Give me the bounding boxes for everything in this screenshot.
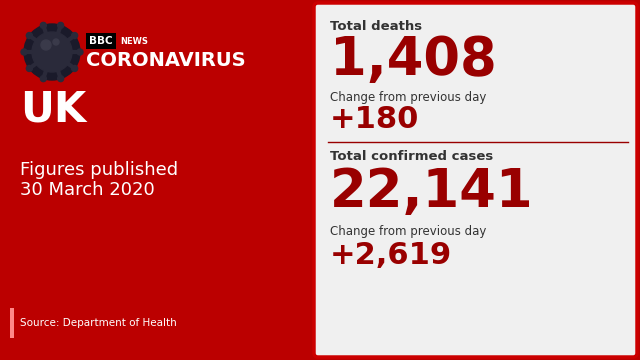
Text: 30 March 2020: 30 March 2020 bbox=[20, 181, 155, 199]
Bar bbox=[10, 308, 14, 338]
Text: Change from previous day: Change from previous day bbox=[330, 91, 486, 104]
Circle shape bbox=[40, 76, 46, 82]
Text: +180: +180 bbox=[330, 105, 419, 135]
Text: Total deaths: Total deaths bbox=[330, 21, 422, 33]
Text: UK: UK bbox=[20, 89, 86, 131]
Circle shape bbox=[32, 32, 72, 72]
Circle shape bbox=[53, 39, 59, 45]
Text: +2,619: +2,619 bbox=[330, 240, 452, 270]
Text: 22,141: 22,141 bbox=[330, 166, 534, 218]
Circle shape bbox=[21, 49, 27, 55]
Text: Change from previous day: Change from previous day bbox=[330, 225, 486, 238]
Circle shape bbox=[72, 32, 77, 39]
Text: BBC: BBC bbox=[89, 36, 113, 46]
Bar bbox=[86, 33, 116, 49]
Text: CORONAVIRUS: CORONAVIRUS bbox=[86, 50, 246, 69]
Circle shape bbox=[58, 22, 63, 28]
Text: 1,408: 1,408 bbox=[330, 34, 497, 86]
Circle shape bbox=[26, 32, 33, 39]
Circle shape bbox=[77, 49, 83, 55]
Circle shape bbox=[58, 76, 63, 82]
Circle shape bbox=[72, 66, 77, 71]
FancyBboxPatch shape bbox=[314, 3, 637, 357]
Bar bbox=[0, 0, 315, 360]
Circle shape bbox=[40, 22, 46, 28]
Circle shape bbox=[24, 24, 80, 80]
Text: Total confirmed cases: Total confirmed cases bbox=[330, 150, 493, 163]
Circle shape bbox=[41, 40, 51, 50]
Text: Figures published: Figures published bbox=[20, 161, 178, 179]
Text: Source: Department of Health: Source: Department of Health bbox=[20, 318, 177, 328]
Text: NEWS: NEWS bbox=[120, 36, 148, 45]
Circle shape bbox=[26, 66, 33, 71]
